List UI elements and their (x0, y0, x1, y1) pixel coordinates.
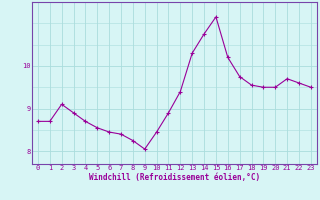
X-axis label: Windchill (Refroidissement éolien,°C): Windchill (Refroidissement éolien,°C) (89, 173, 260, 182)
